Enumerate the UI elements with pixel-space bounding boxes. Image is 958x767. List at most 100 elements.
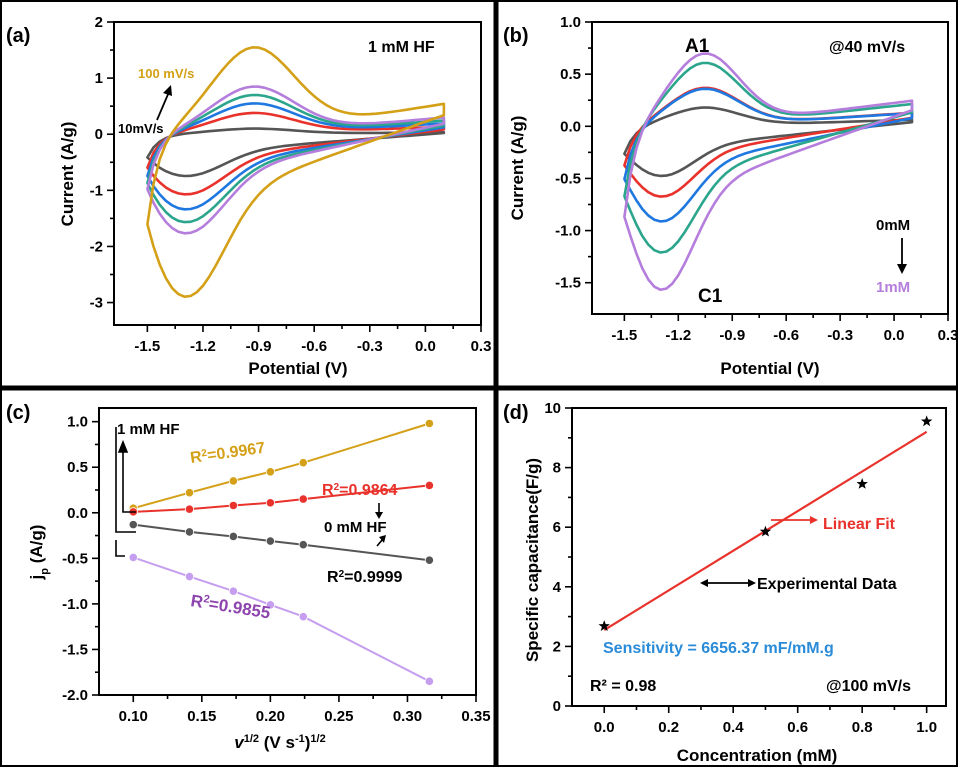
x-tick-label: -1.5 — [611, 327, 637, 344]
panel-b-ylabel: Current (A/g) — [508, 116, 527, 221]
panel-c-r2-purple: R2=0.9855 — [189, 591, 271, 622]
x-tick-label: 0.35 — [461, 708, 490, 725]
jp-point-gold — [298, 458, 308, 468]
panel-c-y-ticks: -2.0 -1.5 -1.0 -0.5 0.0 0.5 1.0 — [62, 414, 99, 704]
panel-d-data-arrow — [700, 579, 756, 587]
y-tick-label: 10 — [544, 400, 561, 417]
y-tick-label: -1.0 — [62, 596, 88, 613]
panel-d-curves — [598, 415, 933, 631]
panel-d: 0.0 0.2 0.4 0.6 0.8 1.0 0 2 4 6 8 10 (d) Linear Fi… — [503, 400, 947, 765]
y-tick-label: 0.0 — [67, 505, 88, 522]
panel-b-annotation: @40 mV/s — [829, 39, 905, 56]
jp-point-gray — [265, 536, 275, 546]
panel-b-x-ticks: -1.5 -1.2 -0.9 -0.6 -0.3 0.0 0.3 — [611, 314, 958, 344]
jp-point-gray — [128, 520, 138, 530]
y-tick-label: 1.0 — [67, 414, 88, 431]
panel-d-label: (d) — [503, 402, 529, 424]
x-tick-label: -0.3 — [357, 338, 383, 355]
x-tick-label: 0.4 — [723, 719, 745, 736]
panel-b: -1.5 -1.2 -0.9 -0.6 -0.3 0.0 0.3 -1.5 -1.0 -0.5 0… — [503, 14, 958, 378]
panel-b-curves — [623, 52, 914, 291]
jp-line-purple — [132, 556, 430, 683]
cv-curve-gray — [623, 106, 914, 178]
cv-curve-green — [623, 61, 914, 254]
panel-d-x-ticks: 0.0 0.2 0.4 0.6 0.8 1.0 — [594, 706, 937, 736]
panel-c-frame — [98, 407, 477, 696]
cv-curve-purple — [623, 52, 914, 291]
y-tick-label: -3 — [90, 295, 103, 312]
panel-a: -1.5 -1.2 -0.9 -0.6 -0.3 0.0 0.3 -3 -2 -1 0 1 2 (a)… — [6, 14, 491, 378]
panel-b-peak-a1: A1 — [685, 36, 710, 57]
x-tick-label: 0.3 — [938, 327, 958, 344]
panel-b-peak-c1: C1 — [698, 286, 723, 307]
x-tick-label: 0.0 — [415, 338, 436, 355]
panel-d-frame — [571, 407, 947, 707]
panel-d-ylabel: Specific capacitance(F/g) — [523, 458, 542, 662]
jp-point-purple — [184, 571, 195, 582]
jp-point-purple — [298, 612, 308, 622]
y-tick-label: 0.5 — [560, 66, 581, 83]
y-tick-label: -0.5 — [62, 550, 88, 567]
x-tick-label: 0.15 — [187, 708, 216, 725]
jp-point-red — [184, 504, 195, 514]
panel-b-xlabel: Potential (V) — [720, 359, 819, 378]
panel-a-x-ticks: -1.5 -1.2 -0.9 -0.6 -0.3 0.0 0.3 — [134, 325, 491, 355]
data-star — [856, 478, 868, 489]
panel-c-label: (c) — [6, 402, 30, 424]
panel-b-y-ticks: -1.5 -1.0 -0.5 0.0 0.5 1.0 — [555, 14, 592, 292]
panel-a-frame — [113, 21, 482, 326]
jp-line-gold — [133, 422, 430, 510]
x-tick-label: 0.2 — [658, 719, 679, 736]
panel-c-curves — [128, 418, 434, 686]
jp-point-purple — [228, 586, 238, 596]
x-tick-label: 1.0 — [916, 719, 937, 736]
panel-d-rate: @100 mV/s — [826, 678, 911, 695]
x-tick-label: 0.20 — [256, 708, 285, 725]
panel-c-r2-red: R2=0.9864 — [322, 482, 398, 500]
jp-point-purple — [424, 676, 434, 686]
panel-b-frame — [591, 21, 949, 315]
y-tick-label: 2 — [553, 638, 561, 655]
jp-line-red — [133, 484, 430, 513]
jp-point-gold — [265, 467, 275, 477]
x-tick-label: -0.3 — [827, 327, 853, 344]
jp-point-gray — [184, 527, 195, 537]
jp-point-red — [265, 498, 275, 508]
jp-line-gray — [133, 523, 430, 562]
jp-point-gray — [228, 531, 238, 542]
x-tick-label: 0.30 — [393, 708, 422, 725]
x-tick-label: 0.10 — [119, 708, 148, 725]
panel-d-linear-fit-label: Linear Fit — [823, 516, 896, 533]
x-tick-label: 0.0 — [884, 327, 905, 344]
panel-a-annotation: 1 mM HF — [368, 39, 435, 56]
cv-curve-gold — [146, 46, 446, 298]
y-tick-label: 0.5 — [67, 459, 88, 476]
panel-c-label-0mm: 0 mM HF — [324, 519, 387, 536]
x-tick-label: -1.5 — [134, 338, 160, 355]
panel-c-brackets — [115, 427, 136, 557]
y-tick-label: 1.0 — [560, 14, 581, 31]
x-tick-label: 0.8 — [852, 719, 873, 736]
panel-a-xlabel: Potential (V) — [248, 359, 347, 378]
y-tick-label: 6 — [553, 519, 561, 536]
panel-c-x-ticks: 0.10 0.15 0.20 0.25 0.30 0.35 — [119, 695, 491, 725]
cv-curve-blue — [623, 87, 914, 223]
y-tick-label: 0 — [95, 126, 103, 143]
x-tick-label: -0.6 — [301, 338, 327, 355]
jp-point-purple — [128, 552, 138, 563]
y-tick-label: 0.0 — [560, 118, 581, 135]
jp-point-red — [424, 480, 434, 491]
y-tick-label: 4 — [553, 579, 562, 596]
y-tick-label: -2 — [90, 238, 103, 255]
y-tick-label: -0.5 — [555, 170, 581, 187]
x-tick-label: -1.2 — [190, 338, 216, 355]
panel-c: 0.10 0.15 0.20 0.25 0.30 0.35 -2.0 -1.5 -1.0 -0.… — [6, 402, 491, 752]
x-tick-label: -0.9 — [719, 327, 745, 344]
cv-curve-purple — [146, 85, 446, 235]
x-tick-label: -0.6 — [773, 327, 799, 344]
panel-a-label-10: 10mV/s — [118, 121, 164, 136]
data-star — [759, 525, 772, 537]
panel-a-arrow — [156, 85, 172, 121]
x-tick-label: 0.6 — [787, 719, 808, 736]
panel-c-r2-gray: R2=0.9999 — [327, 569, 403, 587]
